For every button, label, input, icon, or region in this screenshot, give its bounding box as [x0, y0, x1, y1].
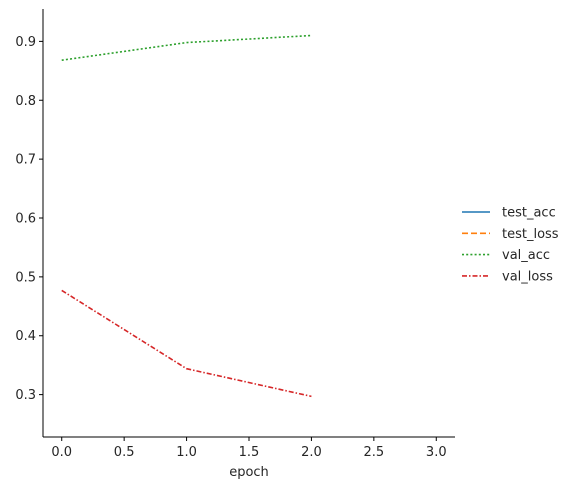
legend: test_acc test_loss val_acc val_loss [462, 206, 559, 284]
y-tick-label: 0.6 [15, 211, 36, 226]
y-tick-label: 0.9 [15, 35, 36, 50]
x-axis-label: epoch [229, 465, 269, 480]
y-tick-label: 0.8 [15, 94, 36, 109]
x-tick-label: 3.0 [426, 445, 447, 460]
legend-label-test-loss: test_loss [502, 227, 559, 242]
x-tick-label: 2.0 [301, 445, 322, 460]
x-tick-label: 2.5 [364, 445, 385, 460]
y-tick-label: 0.4 [15, 329, 36, 344]
legend-label-test-acc: test_acc [502, 206, 556, 221]
y-tick-label: 0.7 [15, 153, 36, 168]
plot-area [61, 34, 312, 398]
x-tick-label: 0.5 [114, 445, 135, 460]
y-tick-label: 0.5 [15, 270, 36, 285]
y-tick-label: 0.3 [15, 388, 36, 403]
series-line-val-acc [61, 34, 312, 62]
series-line-val-loss [61, 289, 312, 398]
axes: 0.0 0.5 1.0 1.5 2.0 2.5 3.0 0.3 0.4 0.5 0.6 0.7 0.8 0… [15, 9, 455, 460]
x-tick-label: 1.0 [176, 445, 197, 460]
x-tick-label: 1.5 [239, 445, 260, 460]
legend-label-val-loss: val_loss [502, 269, 553, 284]
x-tick-label: 0.0 [51, 445, 72, 460]
legend-label-val-acc: val_acc [502, 248, 550, 263]
